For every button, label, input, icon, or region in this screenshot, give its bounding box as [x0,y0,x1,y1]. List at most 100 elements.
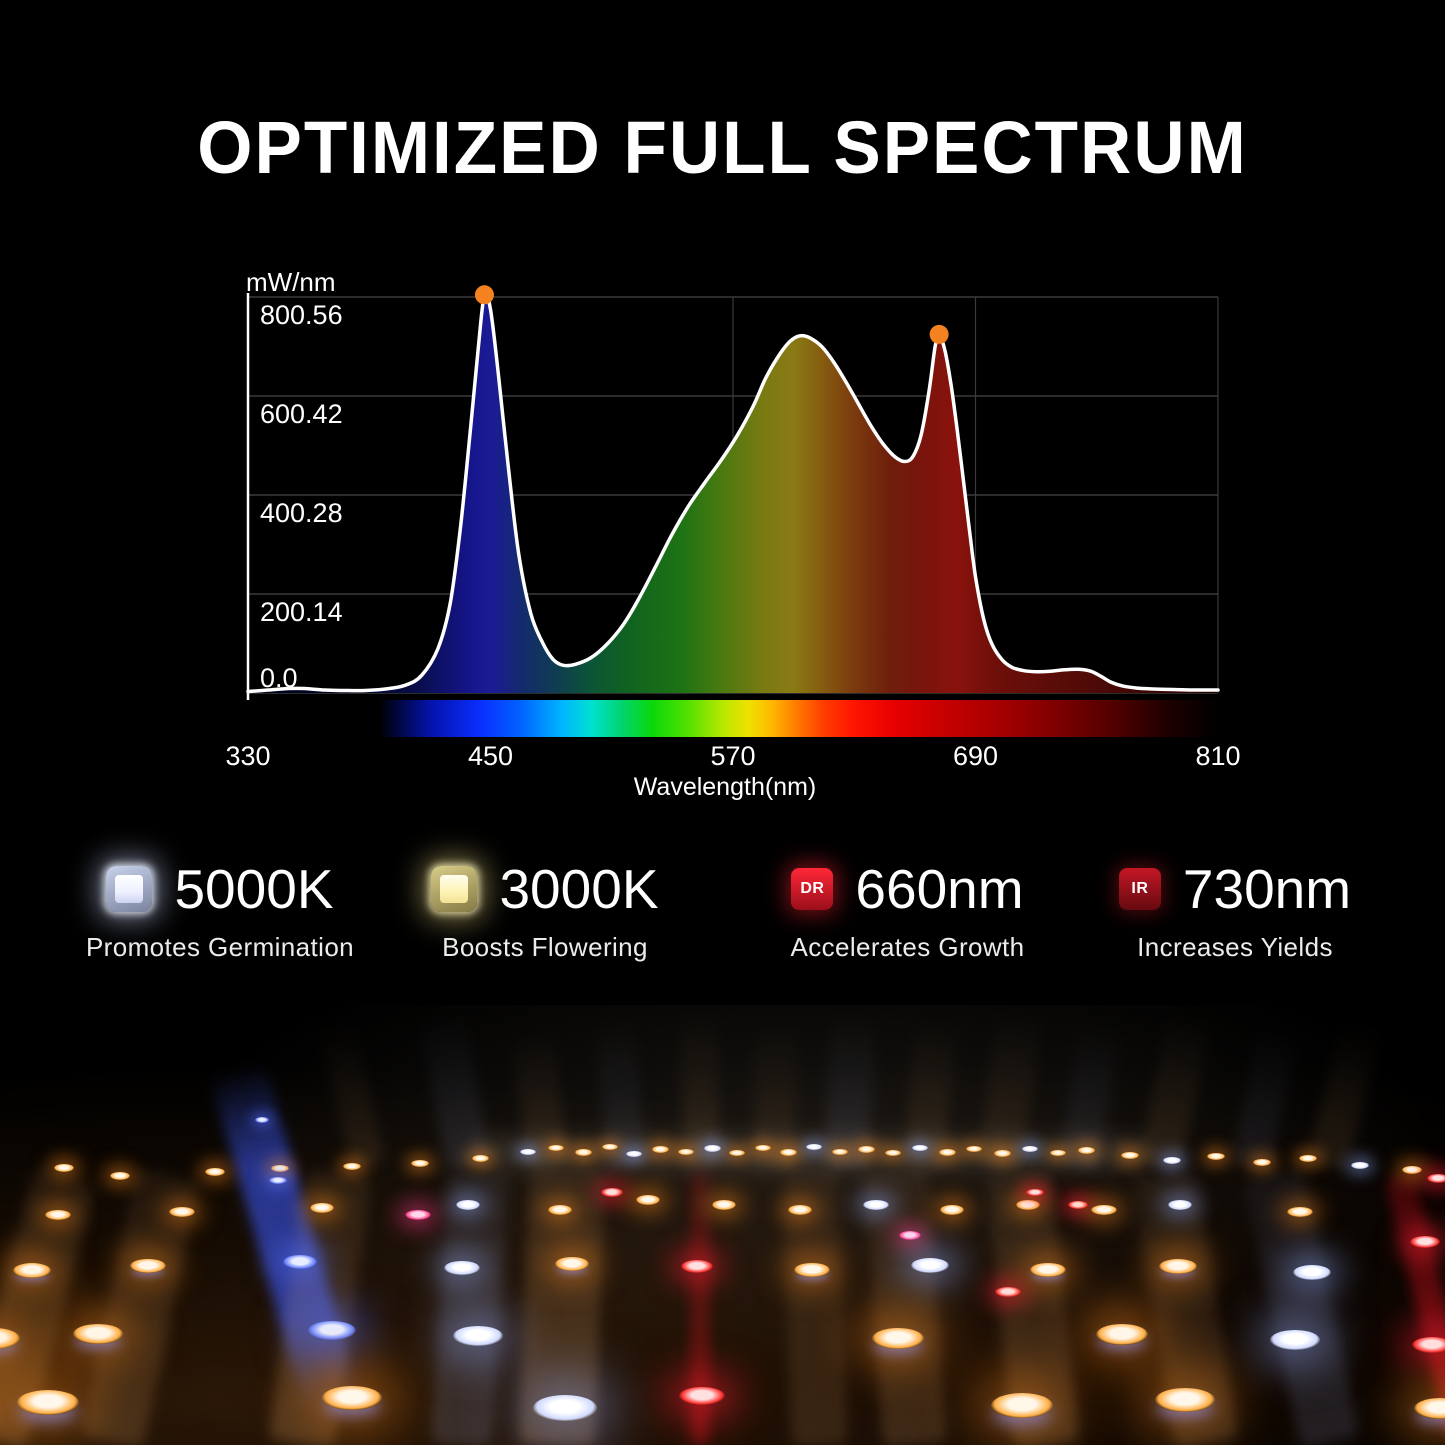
led-dot-a [788,1205,812,1215]
led-dot-w [533,1395,597,1421]
legend-desc: Increases Yields [1137,932,1333,962]
led-dot-b [255,1117,269,1123]
legend-item-5000k: 5000K Promotes Germination [70,858,370,963]
led-dot-a [872,1327,924,1349]
led-dot-b [283,1255,317,1269]
led-dot-w [444,1261,480,1275]
led-dot-a [991,1392,1053,1418]
led-dot-a [1402,1166,1422,1174]
legend-desc: Boosts Flowering [442,932,648,962]
led-dot-a [130,1259,166,1273]
led-dot-a [729,1150,745,1156]
axis-label: 0.0 [260,663,298,693]
led-dot-a [1159,1258,1197,1274]
led-dot-r [1068,1201,1088,1209]
led-dot-a [17,1389,79,1415]
led-dot-a [1155,1388,1215,1412]
led-dot-a [411,1159,429,1167]
peak-marker [474,285,494,305]
led-dot-a [1299,1154,1317,1162]
led-dot-w [453,1326,503,1346]
legend-desc: Accelerates Growth [790,932,1025,962]
light-beam [863,1170,947,1445]
led-legend: 5000K Promotes Germination 3000K Boosts … [0,858,1445,988]
led-dot-a [471,1154,489,1162]
led-dot-r [679,1387,725,1405]
led-dot-w [1293,1264,1331,1280]
led-dot-a [1050,1150,1066,1156]
legend-item-660nm: DR 660nm Accelerates Growth [770,858,1045,963]
axis-label: 690 [953,741,998,771]
led-dot-b [308,1320,356,1340]
axis-label: 570 [710,741,755,771]
led-dot-r [681,1259,713,1273]
led-dot-a [779,1148,797,1156]
led-dot-a [110,1172,130,1180]
led-dot-a [271,1164,289,1172]
led-dot-w [806,1144,822,1150]
led-dot-a [1121,1151,1139,1159]
led-dot-a [832,1149,848,1155]
led-dot-a [45,1210,71,1220]
light-beam [419,1009,491,1171]
led-dot-a [636,1195,660,1205]
led-dot-a [1030,1263,1066,1277]
led-dot-a [1016,1200,1040,1210]
led-dot-a [54,1164,74,1172]
peak-marker [929,324,949,344]
led-dot-a [678,1149,694,1155]
led-dot-w [1163,1156,1181,1164]
spectrum-color-bar [243,700,1223,737]
led-dot-a [1287,1207,1313,1217]
legend-value: 730nm [1182,858,1352,920]
led-board-photo [0,1005,1445,1445]
led-dot-r [1410,1236,1440,1248]
led-dot-a [1207,1152,1225,1160]
spectrum-chart: mW/nm 800.56 600.42 400.28 200.14 0.0 330 450 57… [225,267,1240,801]
led-dot-a [794,1263,830,1277]
axis-label: 800.56 [260,300,343,330]
led-dot-w [911,1257,949,1273]
light-beam [1307,1017,1383,1171]
led-dot-r [1427,1173,1445,1183]
led-dot-r [1412,1337,1445,1353]
led-dot-a [13,1262,51,1278]
led-dot-a [322,1386,382,1410]
led-dot-a [1077,1146,1095,1154]
legend-desc: Promotes Germination [85,932,355,962]
led-dot-r [601,1187,623,1197]
legend-item-3000k: 3000K Boosts Flowering [420,858,670,963]
led-dot-a [1253,1158,1271,1166]
led-dot-b [269,1176,287,1184]
led-dot-w [1351,1161,1369,1169]
led-dot-a [1414,1397,1445,1419]
led-dot-r [1026,1188,1044,1196]
deep-red-led-icon: DR [791,868,834,910]
light-beam [690,1172,710,1445]
legend-value: 5000K [174,858,334,920]
led-warm-white-icon [431,866,478,912]
axis-label: 810 [1195,741,1240,771]
page-title: OPTIMIZED FULL SPECTRUM [197,107,1248,190]
led-dot-a [0,1327,20,1349]
led-dot-w [863,1200,889,1210]
axis-label: mW/nm [246,267,336,297]
led-dot-w [456,1200,480,1210]
legend-value: 3000K [499,858,659,920]
led-dot-a [73,1324,123,1344]
led-dot-a [548,1145,564,1151]
led-dot-a [940,1205,964,1215]
led-dot-w [520,1149,536,1155]
led-dot-m [405,1210,431,1220]
led-dot-w [1270,1330,1320,1350]
axis-label: 600.42 [260,399,343,429]
horizon-glow [470,1138,1150,1168]
light-beam [430,1170,510,1445]
led-dot-a [857,1145,875,1153]
axis-label: 330 [225,741,270,771]
led-dot-a [169,1207,195,1217]
led-dot-r [995,1287,1021,1297]
led-dot-w [912,1145,928,1151]
